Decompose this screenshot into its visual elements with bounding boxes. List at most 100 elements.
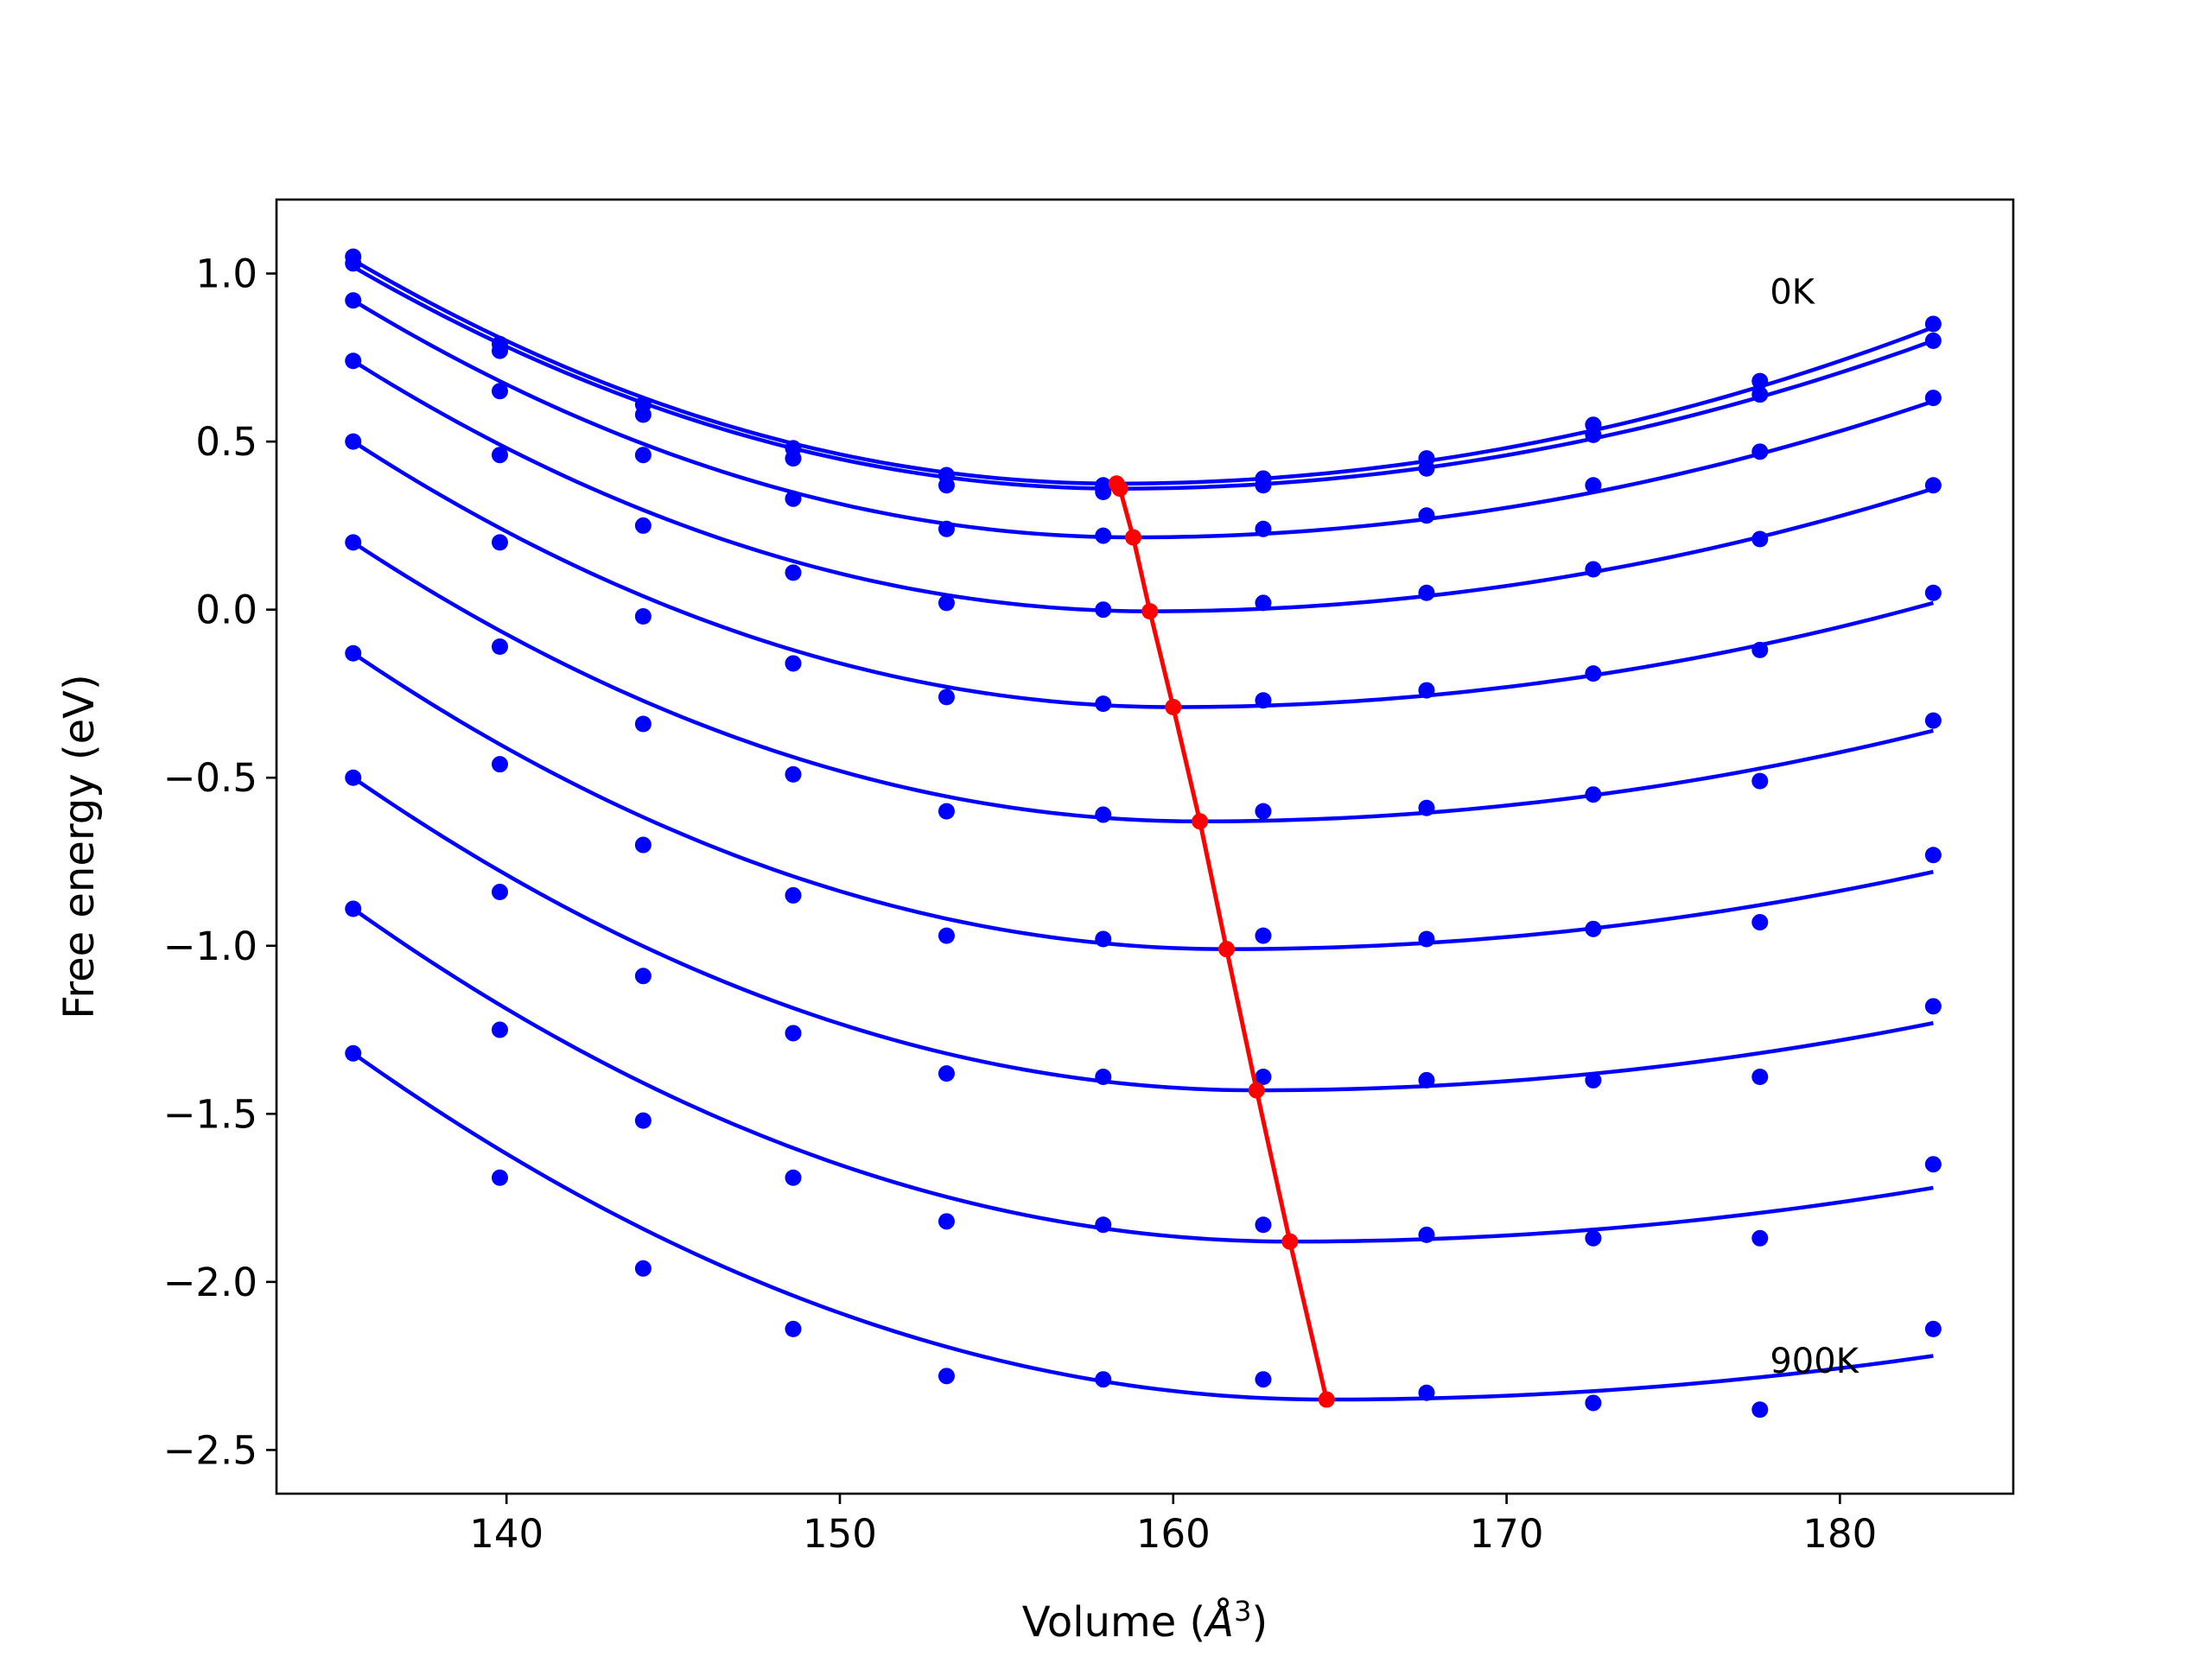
data-point-2-5 <box>1095 527 1112 544</box>
data-point-7-7 <box>1418 1071 1435 1089</box>
data-point-6-8 <box>1585 920 1602 937</box>
x-ticks: 140 150 160 170 180 <box>469 1494 1877 1557</box>
data-point-7-6 <box>1255 1069 1272 1086</box>
data-point-7-1 <box>491 884 508 901</box>
data-point-3-10 <box>1924 477 1942 494</box>
data-point-2-9 <box>1751 443 1769 460</box>
data-point-3-4 <box>938 594 955 612</box>
minimum-point-9 <box>1318 1391 1335 1408</box>
x-axis-label-main: Volume ( <box>1022 1598 1206 1647</box>
data-point-7-10 <box>1924 998 1942 1015</box>
data-point-6-7 <box>1418 930 1435 948</box>
data-point-4-7 <box>1418 682 1435 699</box>
data-point-0-9 <box>1751 372 1769 390</box>
x-axis-label: Volume (Å3) <box>1022 1595 1268 1647</box>
data-point-2-1 <box>491 383 508 400</box>
data-point-5-1 <box>491 638 508 655</box>
data-point-2-0 <box>345 292 362 309</box>
data-point-8-1 <box>491 1021 508 1038</box>
data-point-9-0 <box>345 1044 362 1062</box>
minimum-point-4 <box>1165 699 1182 716</box>
annotation-1: 900K <box>1770 1342 1859 1381</box>
data-point-5-4 <box>938 803 955 820</box>
minimum-point-5 <box>1192 813 1209 830</box>
data-point-1-7 <box>1418 460 1435 477</box>
data-point-1-10 <box>1924 332 1942 349</box>
y-tick-label: 0.0 <box>195 587 257 633</box>
data-point-9-1 <box>491 1169 508 1186</box>
data-point-4-9 <box>1751 641 1769 658</box>
y-tick-label: −1.5 <box>163 1091 257 1137</box>
minimum-point-8 <box>1281 1233 1299 1250</box>
data-point-2-6 <box>1255 520 1272 537</box>
data-point-6-2 <box>634 836 652 854</box>
data-point-7-0 <box>345 769 362 786</box>
data-point-4-1 <box>491 534 508 551</box>
x-tick-label: 150 <box>803 1511 877 1557</box>
y-tick-label: 0.5 <box>195 419 257 465</box>
data-point-1-2 <box>634 406 652 423</box>
data-point-2-10 <box>1924 390 1942 407</box>
data-point-5-5 <box>1095 806 1112 823</box>
y-tick-label: −0.5 <box>163 755 257 801</box>
fit-curve-7 <box>352 776 1934 1093</box>
data-point-2-2 <box>634 447 652 464</box>
annotations: 0K 900K <box>1770 273 1859 1381</box>
y-tick-label: −2.0 <box>163 1260 257 1305</box>
data-point-3-1 <box>491 447 508 464</box>
data-point-7-5 <box>1095 1069 1112 1086</box>
data-point-5-7 <box>1418 799 1435 816</box>
fit-curve-0 <box>352 258 1935 486</box>
data-point-3-7 <box>1418 584 1435 601</box>
data-point-7-3 <box>785 1025 802 1042</box>
fit-curve-9 <box>352 1051 1934 1402</box>
x-axis-label-unit: Å <box>1203 1597 1234 1647</box>
data-point-6-6 <box>1255 927 1272 944</box>
data-point-4-8 <box>1585 665 1602 682</box>
data-point-9-9 <box>1751 1401 1769 1419</box>
data-point-3-6 <box>1255 594 1272 612</box>
x-tick-label: 180 <box>1802 1511 1877 1557</box>
data-point-5-0 <box>345 534 362 551</box>
fit-curve-5 <box>352 540 1934 824</box>
data-point-6-9 <box>1751 914 1769 931</box>
data-point-9-10 <box>1924 1320 1942 1337</box>
data-point-8-10 <box>1924 1156 1942 1173</box>
data-point-8-6 <box>1255 1216 1272 1234</box>
fit-curve-4 <box>352 440 1934 709</box>
data-point-5-10 <box>1924 712 1942 729</box>
fit-curve-1 <box>352 264 1935 491</box>
data-point-9-7 <box>1418 1384 1435 1401</box>
data-point-3-0 <box>345 352 362 370</box>
data-point-1-5 <box>1095 484 1112 501</box>
data-point-8-7 <box>1418 1226 1435 1243</box>
data-point-9-5 <box>1095 1371 1112 1388</box>
data-point-6-5 <box>1095 930 1112 948</box>
data-point-2-4 <box>938 520 955 537</box>
data-point-6-10 <box>1924 847 1942 864</box>
x-tick-label: 140 <box>469 1511 543 1557</box>
minimum-path-line <box>1115 482 1329 1400</box>
data-point-7-9 <box>1751 1069 1769 1086</box>
data-point-1-3 <box>785 450 802 467</box>
data-point-3-3 <box>785 564 802 581</box>
data-point-9-6 <box>1255 1371 1272 1388</box>
data-point-5-3 <box>785 765 802 783</box>
data-point-1-8 <box>1585 426 1602 443</box>
data-point-4-3 <box>785 655 802 672</box>
data-point-6-4 <box>938 927 955 944</box>
data-point-8-0 <box>345 900 362 917</box>
minimum-point-6 <box>1218 941 1236 958</box>
data-point-4-5 <box>1095 695 1112 713</box>
minimum-point-3 <box>1141 603 1159 620</box>
minimum-point-1 <box>1111 480 1128 498</box>
annotation-0: 0K <box>1770 273 1815 313</box>
data-point-4-0 <box>345 433 362 450</box>
data-point-4-10 <box>1924 584 1942 601</box>
data-point-4-4 <box>938 689 955 706</box>
data-point-0-10 <box>1924 315 1942 333</box>
plot-layer <box>345 248 1942 1419</box>
data-point-5-2 <box>634 715 652 733</box>
